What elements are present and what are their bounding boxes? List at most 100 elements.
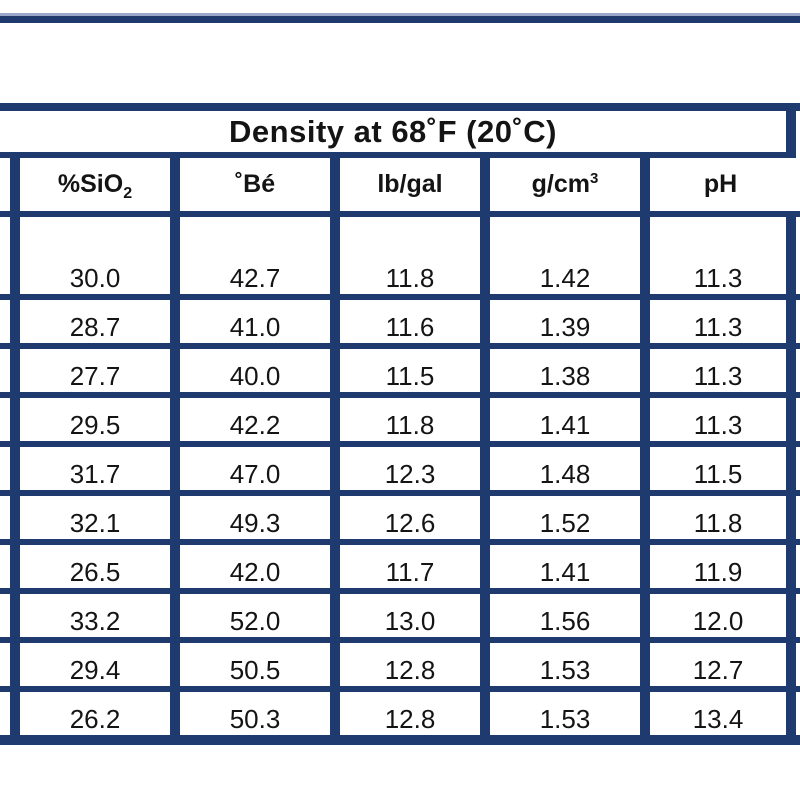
cell-g-cm3: 1.48 (485, 441, 650, 496)
cell-ph: 12.7 (645, 637, 797, 692)
density-data-table: Density at 68˚F (20˚C) %SiO2 ˚Bé lb/gal … (0, 103, 800, 745)
cell-lb-gal: 12.6 (335, 490, 490, 545)
table-row: 30.0 42.7 11.8 1.42 11.3 (0, 211, 800, 300)
cell-g-cm3: 1.56 (485, 588, 650, 643)
cell-baume: 42.0 (175, 539, 340, 594)
cropped-right-column-cell (791, 211, 800, 300)
table-row: 27.7 40.0 11.5 1.38 11.3 (0, 343, 800, 398)
cell-ph: 13.4 (645, 686, 797, 743)
cell-ph: 11.8 (645, 490, 797, 545)
cropped-left-column-cell (0, 637, 20, 692)
cell-g-cm3: 1.53 (485, 637, 650, 692)
cell-g-cm3: 1.42 (485, 211, 650, 300)
header-label: %SiO (57, 170, 124, 198)
cropped-left-column-cell (0, 294, 20, 349)
cell-sio2: 31.7 (15, 441, 180, 496)
cell-baume: 49.3 (175, 490, 340, 545)
cropped-right-column-cell (791, 104, 800, 217)
cropped-left-column-cell (0, 441, 20, 496)
cell-lb-gal: 11.6 (335, 294, 490, 349)
table-title: Density at 68˚F (20˚C) (0, 104, 797, 158)
cell-g-cm3: 1.41 (485, 392, 650, 447)
cell-sio2: 27.7 (15, 343, 180, 398)
cropped-right-column-cell (791, 539, 800, 594)
cell-g-cm3: 1.52 (485, 490, 650, 545)
cell-ph: 11.9 (645, 539, 797, 594)
cell-baume: 50.5 (175, 637, 340, 692)
cropped-right-column-cell (791, 392, 800, 447)
cell-baume: 42.2 (175, 392, 340, 447)
table-title-row: Density at 68˚F (20˚C) (0, 104, 800, 217)
cropped-right-column-cell (791, 686, 800, 743)
cropped-right-column-cell (791, 588, 800, 643)
cell-ph: 11.3 (645, 294, 797, 349)
cell-lb-gal: 11.8 (335, 392, 490, 447)
cell-baume: 47.0 (175, 441, 340, 496)
cropped-left-column-cell (0, 343, 20, 398)
cell-sio2: 26.2 (15, 686, 180, 743)
cell-baume: 52.0 (175, 588, 340, 643)
cell-lb-gal: 12.3 (335, 441, 490, 496)
cell-g-cm3: 1.39 (485, 294, 650, 349)
table-row: 29.4 50.5 12.8 1.53 12.7 (0, 637, 800, 692)
cropped-left-column-cell (0, 686, 20, 743)
header-superscript: 3 (590, 170, 599, 187)
header-subscript: 2 (123, 185, 133, 202)
cell-lb-gal: 11.7 (335, 539, 490, 594)
header-label: pH (703, 170, 738, 198)
cropped-left-column-cell (0, 490, 20, 545)
column-header-ph: pH (645, 152, 792, 217)
cropped-right-column-cell (791, 294, 800, 349)
cell-g-cm3: 1.38 (485, 343, 650, 398)
cropped-left-column-cell (0, 152, 20, 217)
column-header-baume: ˚Bé (175, 152, 340, 217)
cropped-right-column-cell (791, 637, 800, 692)
cell-sio2: 28.7 (15, 294, 180, 349)
column-header-g-cm3: g/cm3 (485, 152, 650, 217)
cell-g-cm3: 1.41 (485, 539, 650, 594)
cell-sio2: 29.5 (15, 392, 180, 447)
table-row: 26.5 42.0 11.7 1.41 11.9 (0, 539, 800, 594)
cell-sio2: 26.5 (15, 539, 180, 594)
table-row: 33.2 52.0 13.0 1.56 12.0 (0, 588, 800, 643)
table-row: 31.7 47.0 12.3 1.48 11.5 (0, 441, 800, 496)
cell-lb-gal: 12.8 (335, 686, 490, 743)
cropped-left-column-cell (0, 588, 20, 643)
cropped-left-column-cell (0, 539, 20, 594)
top-horizontal-rule (0, 13, 800, 23)
header-label: lb/gal (377, 170, 443, 198)
cell-ph: 11.3 (645, 392, 797, 447)
cell-sio2: 33.2 (15, 588, 180, 643)
cropped-left-column-cell (0, 392, 20, 447)
cell-lb-gal: 12.8 (335, 637, 490, 692)
cell-baume: 42.7 (175, 211, 340, 300)
cropped-right-column-cell (791, 441, 800, 496)
column-header-sio2: %SiO2 (15, 152, 180, 217)
cell-lb-gal: 13.0 (335, 588, 490, 643)
cell-ph: 12.0 (645, 588, 797, 643)
cell-lb-gal: 11.8 (335, 211, 490, 300)
table-row: 28.7 41.0 11.6 1.39 11.3 (0, 294, 800, 349)
cell-ph: 11.5 (645, 441, 797, 496)
header-label: g/cm (531, 170, 590, 198)
cell-lb-gal: 11.5 (335, 343, 490, 398)
cropped-right-column-cell (791, 343, 800, 398)
table-row: 26.2 50.3 12.8 1.53 13.4 (0, 686, 800, 743)
table-header-row: %SiO2 ˚Bé lb/gal g/cm3 pH (0, 152, 800, 217)
cell-baume: 41.0 (175, 294, 340, 349)
cell-baume: 40.0 (175, 343, 340, 398)
table-row: 29.5 42.2 11.8 1.41 11.3 (0, 392, 800, 447)
cell-g-cm3: 1.53 (485, 686, 650, 743)
cropped-right-column-cell (791, 490, 800, 545)
table-row: 32.1 49.3 12.6 1.52 11.8 (0, 490, 800, 545)
cell-ph: 11.3 (645, 343, 797, 398)
cell-sio2: 30.0 (15, 211, 180, 300)
cell-ph: 11.3 (645, 211, 797, 300)
cell-sio2: 29.4 (15, 637, 180, 692)
column-header-lb-gal: lb/gal (335, 152, 490, 217)
header-label: ˚Bé (234, 170, 276, 198)
cropped-left-column-cell (0, 211, 20, 300)
cell-baume: 50.3 (175, 686, 340, 743)
cell-sio2: 32.1 (15, 490, 180, 545)
